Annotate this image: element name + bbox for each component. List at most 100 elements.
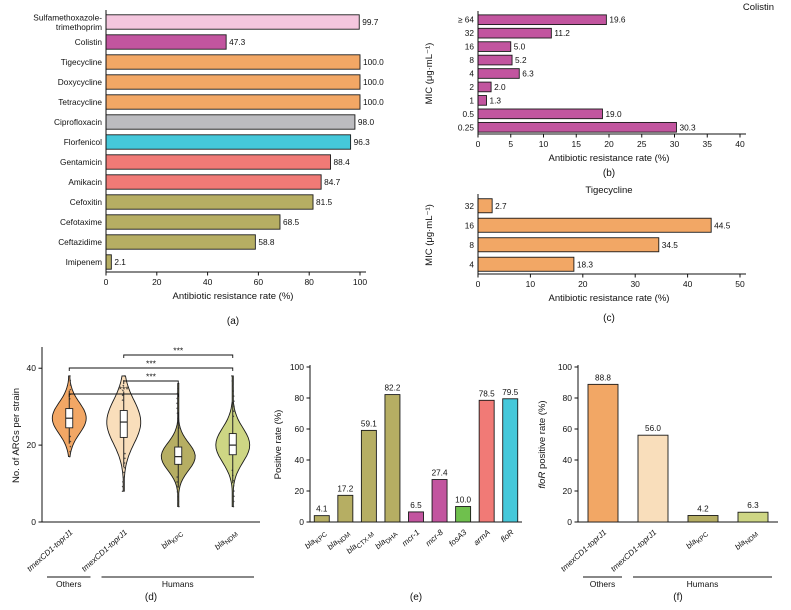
tick-label: 30	[670, 139, 680, 149]
x-axis-title: Antibiotic resistance rate (%)	[549, 293, 670, 304]
value-label: 27.4	[432, 469, 448, 478]
category-label: 16	[465, 220, 475, 230]
value-label: 100.0	[363, 57, 384, 67]
bar	[105, 174, 322, 190]
bar	[477, 237, 660, 253]
bar	[477, 81, 492, 93]
tick-label: 30	[630, 279, 640, 289]
category-label: mcr-8	[424, 527, 446, 548]
bar	[637, 434, 669, 523]
tick-label: 0	[31, 517, 36, 527]
bar	[431, 479, 448, 523]
panel-b-chart: 19.6 ≥ 64 11.2 32 5.0 16 5.2 8 6.3 4 2.0 2 1.3 1 19.0 0…	[424, 2, 774, 164]
x-axis-title: Antibiotic resistance rate (%)	[549, 153, 670, 164]
group-label: Others	[56, 579, 82, 589]
bar	[105, 54, 361, 70]
panel-label-e: (e)	[409, 592, 423, 603]
scatter-dot	[69, 384, 72, 386]
value-label: 56.0	[645, 424, 661, 433]
value-label: 81.5	[316, 197, 333, 207]
panel-f-chart: 0 20 40 60 80 100 floR positive rate (%) 88.8 tm…	[537, 362, 778, 589]
bar	[105, 214, 281, 230]
panel-label-f: (f)	[673, 592, 683, 603]
bar	[313, 515, 330, 523]
category-label: mcr-1	[400, 528, 421, 548]
category-label: Amikacin	[68, 177, 102, 187]
panel-label-c: (c)	[603, 313, 615, 324]
tick-label: 0	[104, 277, 109, 287]
scatter-dot	[122, 481, 124, 483]
tick-label: 60	[254, 277, 264, 287]
scatter-dot	[177, 495, 179, 498]
category-label: 0.25	[458, 122, 475, 132]
category-label: 32	[465, 28, 475, 38]
y-axis-title: No. of ARGs per strain	[11, 388, 22, 483]
group-label: Humans	[687, 579, 719, 589]
bar	[477, 54, 513, 66]
bar	[587, 383, 619, 523]
value-label: 5.0	[514, 42, 526, 52]
value-label: 19.6	[609, 15, 626, 25]
scatter-dot	[231, 375, 233, 377]
bar	[477, 256, 575, 272]
category-label: 8	[469, 55, 474, 65]
category-label: tmexCD1-toprJ1	[80, 528, 129, 574]
scatter-dot	[233, 490, 235, 492]
category-label: Tetracycline	[58, 97, 102, 107]
value-label: 100.0	[363, 97, 384, 107]
scatter-dot	[69, 379, 72, 382]
scatter-dot	[121, 485, 124, 488]
tick-label: 60	[295, 424, 305, 434]
value-label: 96.3	[354, 137, 371, 147]
tick-label: 10	[539, 139, 549, 149]
tick-label: 0	[567, 517, 572, 527]
bar	[105, 134, 352, 150]
tick-label: 20	[578, 279, 588, 289]
scatter-dot	[176, 491, 179, 493]
tick-label: 40	[203, 277, 213, 287]
category-label: blaKPC	[160, 528, 186, 553]
scatter-dot	[68, 455, 71, 458]
panel-label-a: (a)	[226, 316, 240, 327]
tick-label: 20	[604, 139, 614, 149]
tick-label: 20	[295, 486, 305, 496]
bar	[360, 429, 377, 523]
scatter-dot	[233, 405, 235, 407]
category-label: Cefotaxime	[60, 217, 102, 227]
category-label: Florfenicol	[64, 137, 102, 147]
scatter-dot	[121, 399, 124, 401]
scatter-dot	[123, 375, 126, 377]
scatter-dot	[231, 380, 234, 382]
value-label: 84.7	[324, 177, 341, 187]
value-label: 2.1	[114, 257, 126, 267]
box	[119, 410, 128, 438]
bar	[478, 399, 495, 523]
category-label: blaNDM	[213, 528, 240, 554]
category-label: 2	[469, 82, 474, 92]
value-label: 30.3	[679, 122, 696, 132]
value-label: 10.0	[455, 496, 471, 505]
tick-label: 0	[476, 279, 481, 289]
tick-label: 0	[299, 517, 304, 527]
category-label: armA	[472, 528, 492, 547]
category-label: tmexCD1-toprJ1	[609, 528, 658, 574]
value-label: 18.3	[577, 259, 594, 269]
value-label: 59.1	[361, 419, 377, 428]
scatter-dot	[122, 384, 125, 387]
category-label: blaDHA	[373, 527, 399, 552]
tick-label: 25	[637, 139, 647, 149]
category-label: 8	[469, 240, 474, 250]
scatter-dot	[233, 400, 235, 402]
value-label: 58.8	[258, 237, 275, 247]
value-label: 6.5	[410, 501, 422, 510]
sig-bracket	[123, 354, 234, 358]
group-label: Others	[590, 579, 616, 589]
tick-label: 80	[563, 393, 573, 403]
bar	[477, 95, 487, 106]
category-label: tmexCD1-toprJ1	[559, 528, 608, 574]
scatter-dot	[232, 500, 235, 503]
panel-e-chart: 0 20 40 60 80 100 Positive rate (%) 4.1 blaKPC 17…	[273, 362, 522, 556]
value-label: 47.3	[229, 37, 246, 47]
sig-bracket	[68, 367, 234, 371]
tick-label: 100	[290, 362, 304, 372]
